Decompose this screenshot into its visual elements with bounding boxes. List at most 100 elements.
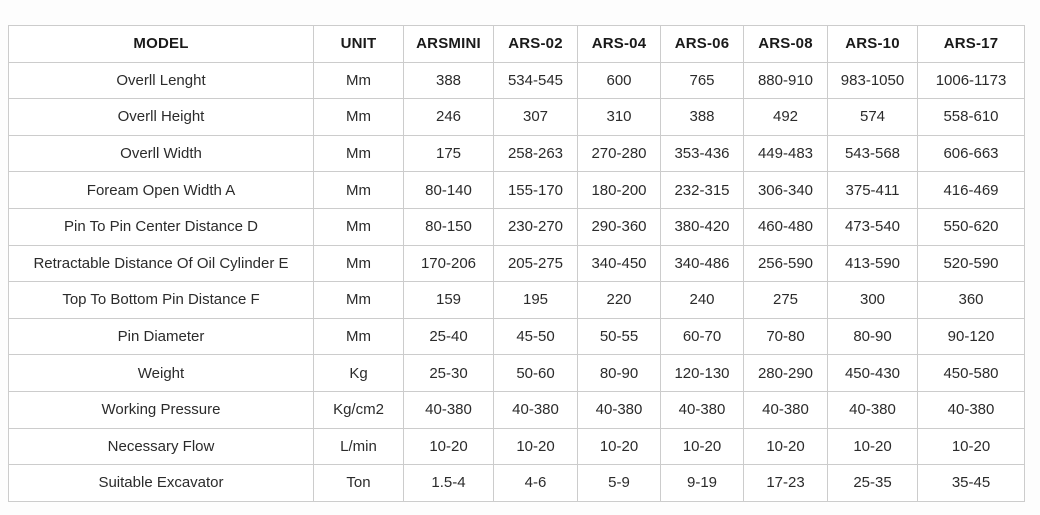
- value-cell: 80-140: [403, 171, 494, 209]
- value-cell: 40-380: [827, 390, 918, 429]
- table-row: Retractable Distance Of Oil Cylinder E Mm…: [8, 244, 1025, 283]
- value-cell: 574: [827, 98, 918, 136]
- value-cell: 155-170: [493, 171, 578, 209]
- model-cell: Overll Height: [8, 98, 314, 136]
- value-cell: 40-380: [660, 390, 744, 429]
- value-cell: 765: [660, 61, 744, 100]
- value-cell: 80-150: [403, 207, 494, 246]
- value-cell: 10-20: [660, 427, 744, 466]
- value-cell: 25-35: [827, 464, 918, 502]
- value-cell: 275: [743, 281, 828, 319]
- value-cell: 159: [403, 281, 494, 319]
- value-cell: 460-480: [743, 207, 828, 246]
- value-cell: 520-590: [917, 244, 1025, 283]
- table-row: Working Pressure Kg/cm2 40-380 40-380 40-380…: [8, 390, 1025, 429]
- value-cell: 10-20: [917, 427, 1025, 466]
- value-cell: 10-20: [493, 427, 578, 466]
- value-cell: 220: [577, 281, 661, 319]
- unit-cell: Mm: [313, 134, 404, 173]
- value-cell: 306-340: [743, 171, 828, 209]
- value-cell: 10-20: [743, 427, 828, 466]
- model-cell: Weight: [8, 354, 314, 392]
- unit-cell: Mm: [313, 171, 404, 209]
- table-header-row: MODEL UNIT ARSMINI ARS-02 ARS-04 ARS-06 ARS-08…: [8, 25, 1025, 63]
- value-cell: 170-206: [403, 244, 494, 283]
- table-row: Top To Bottom Pin Distance F Mm 159 195 220 2…: [8, 281, 1025, 319]
- model-cell: Overll Width: [8, 134, 314, 173]
- value-cell: 558-610: [917, 98, 1025, 136]
- value-cell: 4-6: [493, 464, 578, 502]
- table-row: Weight Kg 25-30 50-60 80-90 120-130 280-290 450…: [8, 354, 1025, 392]
- table-row: Overll Height Mm 246 307 310 388 492 574 558-610: [8, 98, 1025, 136]
- value-cell: 80-90: [827, 317, 918, 356]
- value-cell: 310: [577, 98, 661, 136]
- value-cell: 360: [917, 281, 1025, 319]
- value-cell: 1006-1173: [917, 61, 1025, 100]
- value-cell: 450-580: [917, 354, 1025, 392]
- value-cell: 473-540: [827, 207, 918, 246]
- column-header: ARS-10: [827, 25, 918, 63]
- value-cell: 340-450: [577, 244, 661, 283]
- value-cell: 180-200: [577, 171, 661, 209]
- model-cell: Necessary Flow: [8, 427, 314, 466]
- model-cell: Pin To Pin Center Distance D: [8, 207, 314, 246]
- table-row: Pin To Pin Center Distance D Mm 80-150 230-…: [8, 207, 1025, 246]
- value-cell: 600: [577, 61, 661, 100]
- value-cell: 232-315: [660, 171, 744, 209]
- value-cell: 492: [743, 98, 828, 136]
- value-cell: 300: [827, 281, 918, 319]
- value-cell: 80-90: [577, 354, 661, 392]
- value-cell: 388: [660, 98, 744, 136]
- value-cell: 10-20: [827, 427, 918, 466]
- value-cell: 258-263: [493, 134, 578, 173]
- table-row: Foream Open Width A Mm 80-140 155-170 180-20…: [8, 171, 1025, 209]
- value-cell: 340-486: [660, 244, 744, 283]
- table-row: Overll Width Mm 175 258-263 270-280 353-436 44…: [8, 134, 1025, 173]
- value-cell: 416-469: [917, 171, 1025, 209]
- value-cell: 10-20: [403, 427, 494, 466]
- value-cell: 25-30: [403, 354, 494, 392]
- value-cell: 256-590: [743, 244, 828, 283]
- value-cell: 17-23: [743, 464, 828, 502]
- column-header: ARS-17: [917, 25, 1025, 63]
- value-cell: 983-1050: [827, 61, 918, 100]
- value-cell: 25-40: [403, 317, 494, 356]
- value-cell: 60-70: [660, 317, 744, 356]
- value-cell: 45-50: [493, 317, 578, 356]
- value-cell: 450-430: [827, 354, 918, 392]
- value-cell: 230-270: [493, 207, 578, 246]
- unit-cell: Mm: [313, 207, 404, 246]
- model-cell: Foream Open Width A: [8, 171, 314, 209]
- unit-cell: Mm: [313, 98, 404, 136]
- value-cell: 543-568: [827, 134, 918, 173]
- unit-cell: Mm: [313, 281, 404, 319]
- model-cell: Suitable Excavator: [8, 464, 314, 502]
- value-cell: 449-483: [743, 134, 828, 173]
- value-cell: 240: [660, 281, 744, 319]
- value-cell: 880-910: [743, 61, 828, 100]
- unit-cell: Kg: [313, 354, 404, 392]
- value-cell: 270-280: [577, 134, 661, 173]
- unit-cell: Mm: [313, 317, 404, 356]
- value-cell: 35-45: [917, 464, 1025, 502]
- model-cell: Top To Bottom Pin Distance F: [8, 281, 314, 319]
- model-cell: Working Pressure: [8, 390, 314, 429]
- value-cell: 40-380: [493, 390, 578, 429]
- value-cell: 90-120: [917, 317, 1025, 356]
- value-cell: 40-380: [577, 390, 661, 429]
- column-header: ARS-04: [577, 25, 661, 63]
- value-cell: 120-130: [660, 354, 744, 392]
- unit-cell: Mm: [313, 61, 404, 100]
- spec-table: MODEL UNIT ARSMINI ARS-02 ARS-04 ARS-06 ARS-08…: [8, 25, 1025, 502]
- unit-cell: Mm: [313, 244, 404, 283]
- table-row: Suitable Excavator Ton 1.5-4 4-6 5-9 9-19 17-2…: [8, 464, 1025, 502]
- value-cell: 10-20: [577, 427, 661, 466]
- value-cell: 606-663: [917, 134, 1025, 173]
- model-cell: Overll Lenght: [8, 61, 314, 100]
- column-header: ARS-06: [660, 25, 744, 63]
- value-cell: 534-545: [493, 61, 578, 100]
- value-cell: 246: [403, 98, 494, 136]
- value-cell: 353-436: [660, 134, 744, 173]
- table-row: Overll Lenght Mm 388 534-545 600 765 880-910 98…: [8, 61, 1025, 100]
- value-cell: 195: [493, 281, 578, 319]
